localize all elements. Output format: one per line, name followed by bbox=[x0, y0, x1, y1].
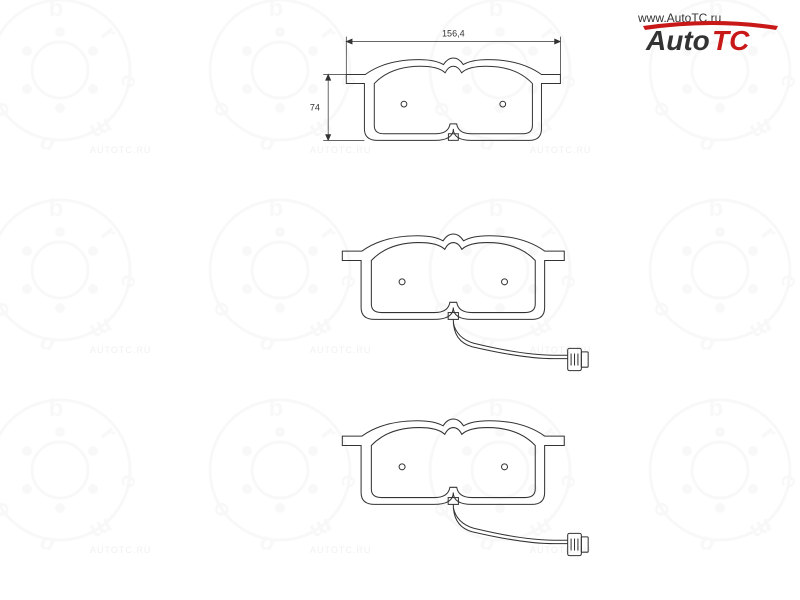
brake-pad-diagram: 156,4 74 bbox=[245, 30, 605, 570]
svg-text:e: e bbox=[115, 472, 140, 491]
svg-text:e: e bbox=[115, 272, 140, 291]
svg-text:o: o bbox=[0, 300, 15, 320]
svg-text:o: o bbox=[206, 500, 236, 520]
watermark-logo: b r e m b o bbox=[640, 190, 800, 350]
svg-text:o: o bbox=[206, 300, 236, 320]
svg-text:o: o bbox=[0, 500, 15, 520]
svg-text:r: r bbox=[95, 21, 122, 45]
svg-text:b: b bbox=[709, 395, 724, 422]
svg-text:b: b bbox=[34, 129, 59, 150]
svg-text:b: b bbox=[34, 529, 59, 550]
svg-text:b: b bbox=[489, 0, 504, 22]
svg-text:o: o bbox=[646, 500, 676, 520]
svg-text:e: e bbox=[775, 72, 800, 91]
watermark-logo: b r e m b o bbox=[0, 0, 140, 150]
svg-text:m: m bbox=[746, 112, 777, 146]
svg-text:o: o bbox=[646, 100, 676, 120]
watermark-text: AUTOTC.RU bbox=[90, 545, 151, 555]
svg-text:r: r bbox=[95, 221, 122, 245]
watermark-text: AUTOTC.RU bbox=[90, 145, 151, 155]
site-logo: www.AutoTC.ru Auto TC bbox=[638, 8, 788, 56]
svg-text:e: e bbox=[775, 472, 800, 491]
svg-text:r: r bbox=[755, 421, 782, 445]
svg-text:TC: TC bbox=[712, 25, 750, 56]
watermark-logo: b r e m b o bbox=[0, 390, 140, 550]
svg-text:b: b bbox=[49, 0, 64, 22]
svg-text:b: b bbox=[269, 0, 284, 22]
svg-text:156,4: 156,4 bbox=[442, 29, 465, 39]
svg-text:o: o bbox=[646, 300, 676, 320]
svg-text:m: m bbox=[86, 112, 117, 146]
brake-pad-view: 156,4 74 bbox=[295, 30, 615, 170]
brake-pad-view bbox=[295, 390, 615, 565]
svg-text:m: m bbox=[86, 512, 117, 546]
svg-text:b: b bbox=[34, 329, 59, 350]
svg-text:b: b bbox=[49, 195, 64, 222]
svg-text:m: m bbox=[746, 512, 777, 546]
svg-text:b: b bbox=[694, 329, 719, 350]
svg-text:e: e bbox=[775, 272, 800, 291]
svg-text:b: b bbox=[694, 529, 719, 550]
svg-text:74: 74 bbox=[310, 103, 320, 113]
svg-text:o: o bbox=[0, 100, 15, 120]
svg-text:b: b bbox=[694, 129, 719, 150]
svg-text:e: e bbox=[115, 72, 140, 91]
svg-text:b: b bbox=[49, 395, 64, 422]
svg-text:m: m bbox=[86, 312, 117, 346]
svg-text:o: o bbox=[206, 100, 236, 120]
watermark-logo: b r e m b o bbox=[0, 190, 140, 350]
svg-text:r: r bbox=[95, 421, 122, 445]
watermark-logo: b r e m b o bbox=[640, 390, 800, 550]
svg-text:Auto: Auto bbox=[645, 25, 710, 56]
brake-pad-view bbox=[295, 205, 615, 380]
svg-text:b: b bbox=[709, 195, 724, 222]
svg-text:m: m bbox=[746, 312, 777, 346]
svg-text:r: r bbox=[755, 221, 782, 245]
watermark-text: AUTOTC.RU bbox=[90, 345, 151, 355]
